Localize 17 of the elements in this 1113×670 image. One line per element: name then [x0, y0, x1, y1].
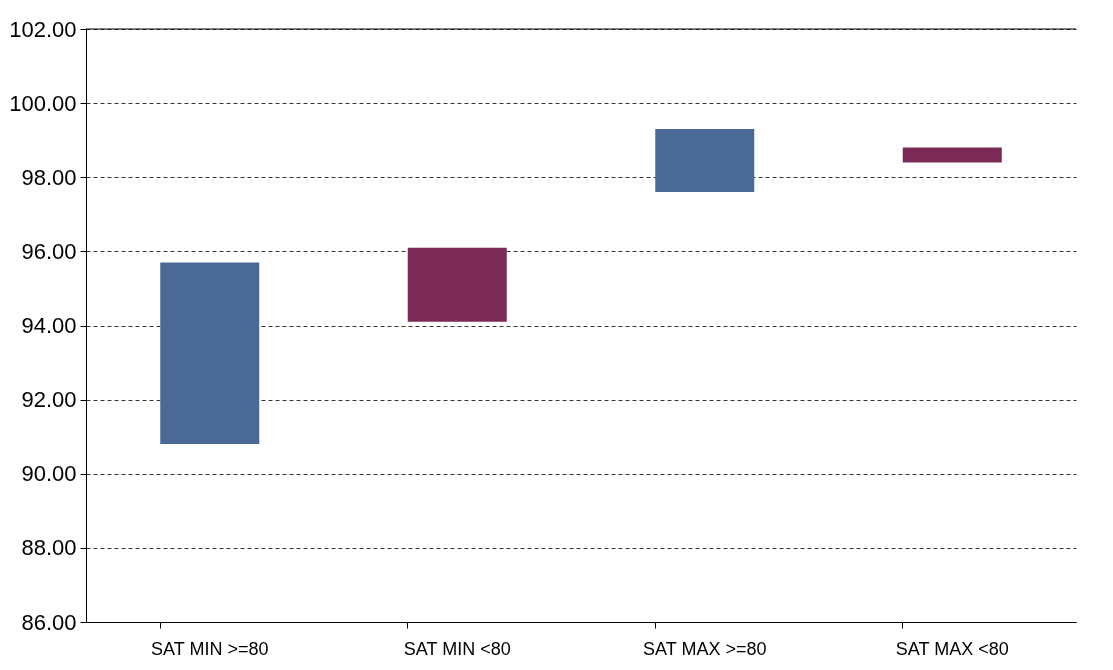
y-tick-label: 96.00: [21, 238, 77, 264]
y-tick-label: 98.00: [21, 164, 77, 190]
x-tick-label: SAT MAX >=80: [643, 638, 767, 659]
y-tick-label: 94.00: [21, 313, 77, 338]
x-tick-label: SAT MAX <80: [895, 638, 1009, 659]
y-tick-label: 92.00: [21, 387, 77, 413]
y-tick-label: 86.00: [21, 609, 77, 635]
bar: [902, 147, 1002, 163]
y-tick-label: 88.00: [21, 535, 77, 561]
x-tick-label: SAT MIN >=80: [151, 638, 269, 659]
y-tick-label: 90.00: [21, 461, 77, 487]
x-tick-label: SAT MIN <80: [403, 638, 511, 659]
bar: [160, 262, 260, 445]
bar: [407, 247, 507, 322]
y-tick-label: 102.00: [9, 16, 77, 42]
bar: [655, 129, 755, 193]
y-tick-label: 100.00: [9, 90, 77, 116]
